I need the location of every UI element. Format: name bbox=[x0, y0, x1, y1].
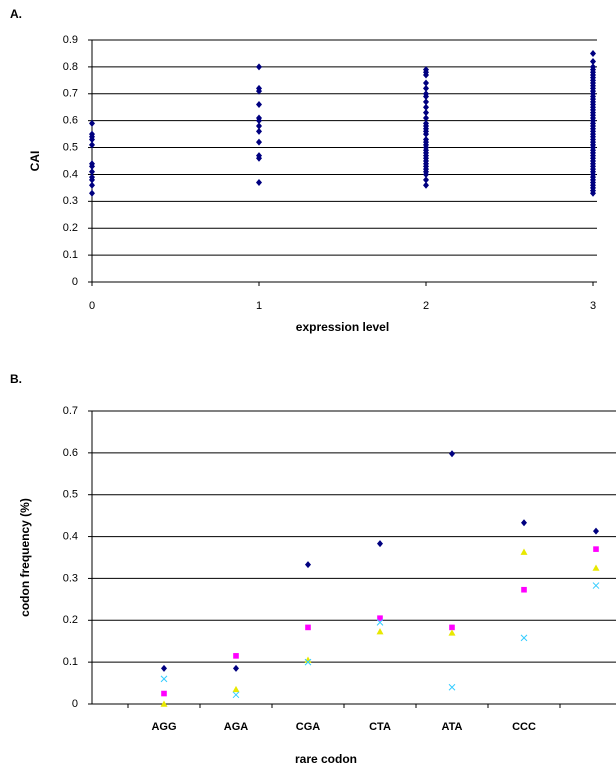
point bbox=[305, 624, 311, 631]
point bbox=[305, 561, 311, 569]
point bbox=[376, 619, 384, 626]
point bbox=[233, 653, 239, 659]
point bbox=[593, 527, 599, 535]
point bbox=[592, 564, 600, 571]
y-tick-label: 0.5 bbox=[63, 141, 78, 153]
y-tick-label: 0 bbox=[72, 276, 78, 288]
x-axis-title: rare codon bbox=[295, 752, 357, 766]
point bbox=[256, 63, 262, 71]
point bbox=[593, 546, 599, 552]
y-tick-label: 0.1 bbox=[63, 249, 78, 261]
point bbox=[233, 664, 239, 672]
y-tick-label: 0.1 bbox=[63, 656, 78, 668]
point bbox=[448, 683, 456, 691]
point bbox=[256, 122, 262, 130]
point bbox=[423, 114, 429, 122]
point bbox=[232, 691, 240, 699]
x-tick-label: CTA bbox=[369, 721, 391, 733]
y-tick-label: 0.6 bbox=[63, 115, 78, 127]
panel-label: A. bbox=[10, 7, 22, 21]
y-axis-title: codon frequency (%) bbox=[18, 498, 32, 617]
point bbox=[304, 656, 312, 663]
point bbox=[89, 168, 95, 176]
x-tick-label: 1 bbox=[256, 300, 262, 312]
point bbox=[256, 84, 262, 92]
point bbox=[423, 135, 429, 143]
point bbox=[89, 181, 95, 189]
point bbox=[376, 628, 384, 635]
point bbox=[449, 450, 455, 458]
point bbox=[89, 189, 95, 197]
point bbox=[256, 101, 262, 109]
point bbox=[521, 519, 527, 527]
point bbox=[521, 586, 527, 593]
point bbox=[160, 675, 168, 683]
point bbox=[423, 109, 429, 117]
point bbox=[89, 173, 95, 181]
point bbox=[256, 179, 262, 187]
y-tick-label: 0.9 bbox=[63, 34, 78, 46]
x-tick-label: CCC bbox=[512, 721, 536, 733]
y-tick-label: 0.4 bbox=[63, 168, 78, 180]
panel-label: B. bbox=[10, 372, 22, 386]
point bbox=[377, 540, 383, 548]
x-tick-label: 3 bbox=[590, 300, 596, 312]
point bbox=[423, 79, 429, 87]
point bbox=[161, 664, 167, 672]
point bbox=[232, 685, 240, 693]
point bbox=[423, 103, 429, 111]
y-tick-label: 0.8 bbox=[63, 61, 78, 73]
point bbox=[423, 98, 429, 106]
point bbox=[161, 690, 167, 697]
y-tick-label: 0.7 bbox=[63, 405, 78, 417]
point bbox=[520, 548, 528, 555]
y-tick-label: 0.2 bbox=[63, 222, 78, 234]
y-tick-label: 0.2 bbox=[63, 614, 78, 626]
point bbox=[89, 130, 95, 138]
y-axis-title: CAI bbox=[28, 151, 42, 172]
x-tick-label: AGG bbox=[151, 721, 176, 733]
point bbox=[160, 700, 168, 707]
point bbox=[590, 63, 596, 71]
point bbox=[256, 138, 262, 146]
point bbox=[256, 152, 262, 160]
x-axis-title: expression level bbox=[296, 320, 389, 334]
x-tick-label: CGA bbox=[296, 721, 321, 733]
point bbox=[423, 119, 429, 127]
point bbox=[448, 629, 456, 636]
y-tick-label: 0 bbox=[72, 698, 78, 710]
point bbox=[520, 634, 528, 642]
y-tick-label: 0.4 bbox=[63, 530, 78, 542]
point bbox=[89, 119, 95, 127]
y-tick-label: 0.3 bbox=[63, 195, 78, 207]
point bbox=[423, 181, 429, 189]
point bbox=[423, 176, 429, 184]
y-tick-label: 0.7 bbox=[63, 88, 78, 100]
point bbox=[256, 114, 262, 122]
y-tick-label: 0.5 bbox=[63, 489, 78, 501]
x-tick-label: 0 bbox=[89, 300, 95, 312]
x-tick-label: ATA bbox=[442, 721, 463, 733]
point bbox=[592, 582, 600, 589]
point bbox=[377, 615, 383, 621]
point bbox=[590, 58, 596, 66]
point bbox=[256, 127, 262, 135]
y-tick-label: 0.3 bbox=[63, 572, 78, 584]
point bbox=[89, 160, 95, 168]
point bbox=[590, 49, 596, 57]
x-tick-label: AGA bbox=[224, 721, 249, 733]
point bbox=[449, 624, 455, 631]
point bbox=[304, 658, 312, 666]
point bbox=[423, 66, 429, 74]
x-tick-label: 2 bbox=[423, 300, 429, 312]
point bbox=[89, 141, 95, 149]
point bbox=[423, 90, 429, 98]
y-tick-label: 0.6 bbox=[63, 447, 78, 459]
point bbox=[423, 84, 429, 92]
